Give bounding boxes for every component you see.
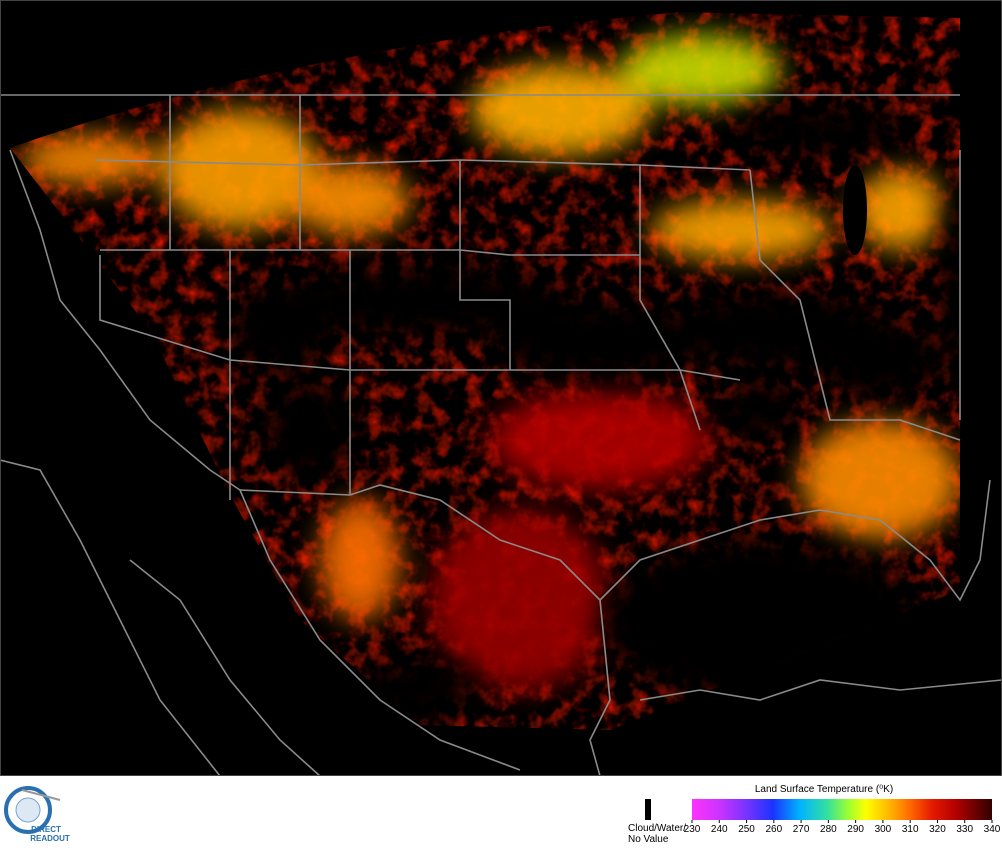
no-value-label: Cloud/Water/ <box>628 823 686 834</box>
logo-text: READOUT <box>30 834 70 843</box>
tick-label: 320 <box>929 824 946 835</box>
color-bar <box>692 799 992 820</box>
tick-label: 290 <box>847 824 864 835</box>
no-value-swatch <box>645 799 651 820</box>
logo-text: DIRECT <box>31 825 61 834</box>
tick-label: 310 <box>902 824 919 835</box>
no-value-label: No Value <box>628 834 669 845</box>
tick-label: 300 <box>875 824 892 835</box>
logo: DIRECT READOUT <box>4 786 70 843</box>
tick-label: 340 <box>984 824 1001 835</box>
temperature-swath <box>10 12 960 730</box>
tick-label: 230 <box>684 824 701 835</box>
tick-label: 240 <box>711 824 728 835</box>
tick-label: 330 <box>956 824 973 835</box>
tick-label: 270 <box>793 824 810 835</box>
tick-label: 250 <box>738 824 755 835</box>
boundaries <box>0 94 1002 777</box>
tick-label: 280 <box>820 824 837 835</box>
color-bar-ticks: 230 240 250 260 270 280 290 300 310 320 330 340 <box>684 820 1001 835</box>
tick-label: 260 <box>765 824 782 835</box>
legend-title: Land Surface Temperature (⁰K) <box>755 784 893 795</box>
